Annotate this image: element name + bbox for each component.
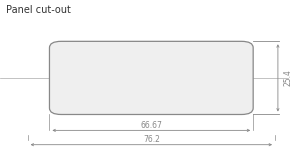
Text: 76.2: 76.2 <box>143 135 160 144</box>
Text: 66.67: 66.67 <box>140 121 162 130</box>
Text: 25.4: 25.4 <box>283 69 291 86</box>
FancyBboxPatch shape <box>49 41 253 114</box>
Text: Panel cut-out: Panel cut-out <box>6 5 71 15</box>
